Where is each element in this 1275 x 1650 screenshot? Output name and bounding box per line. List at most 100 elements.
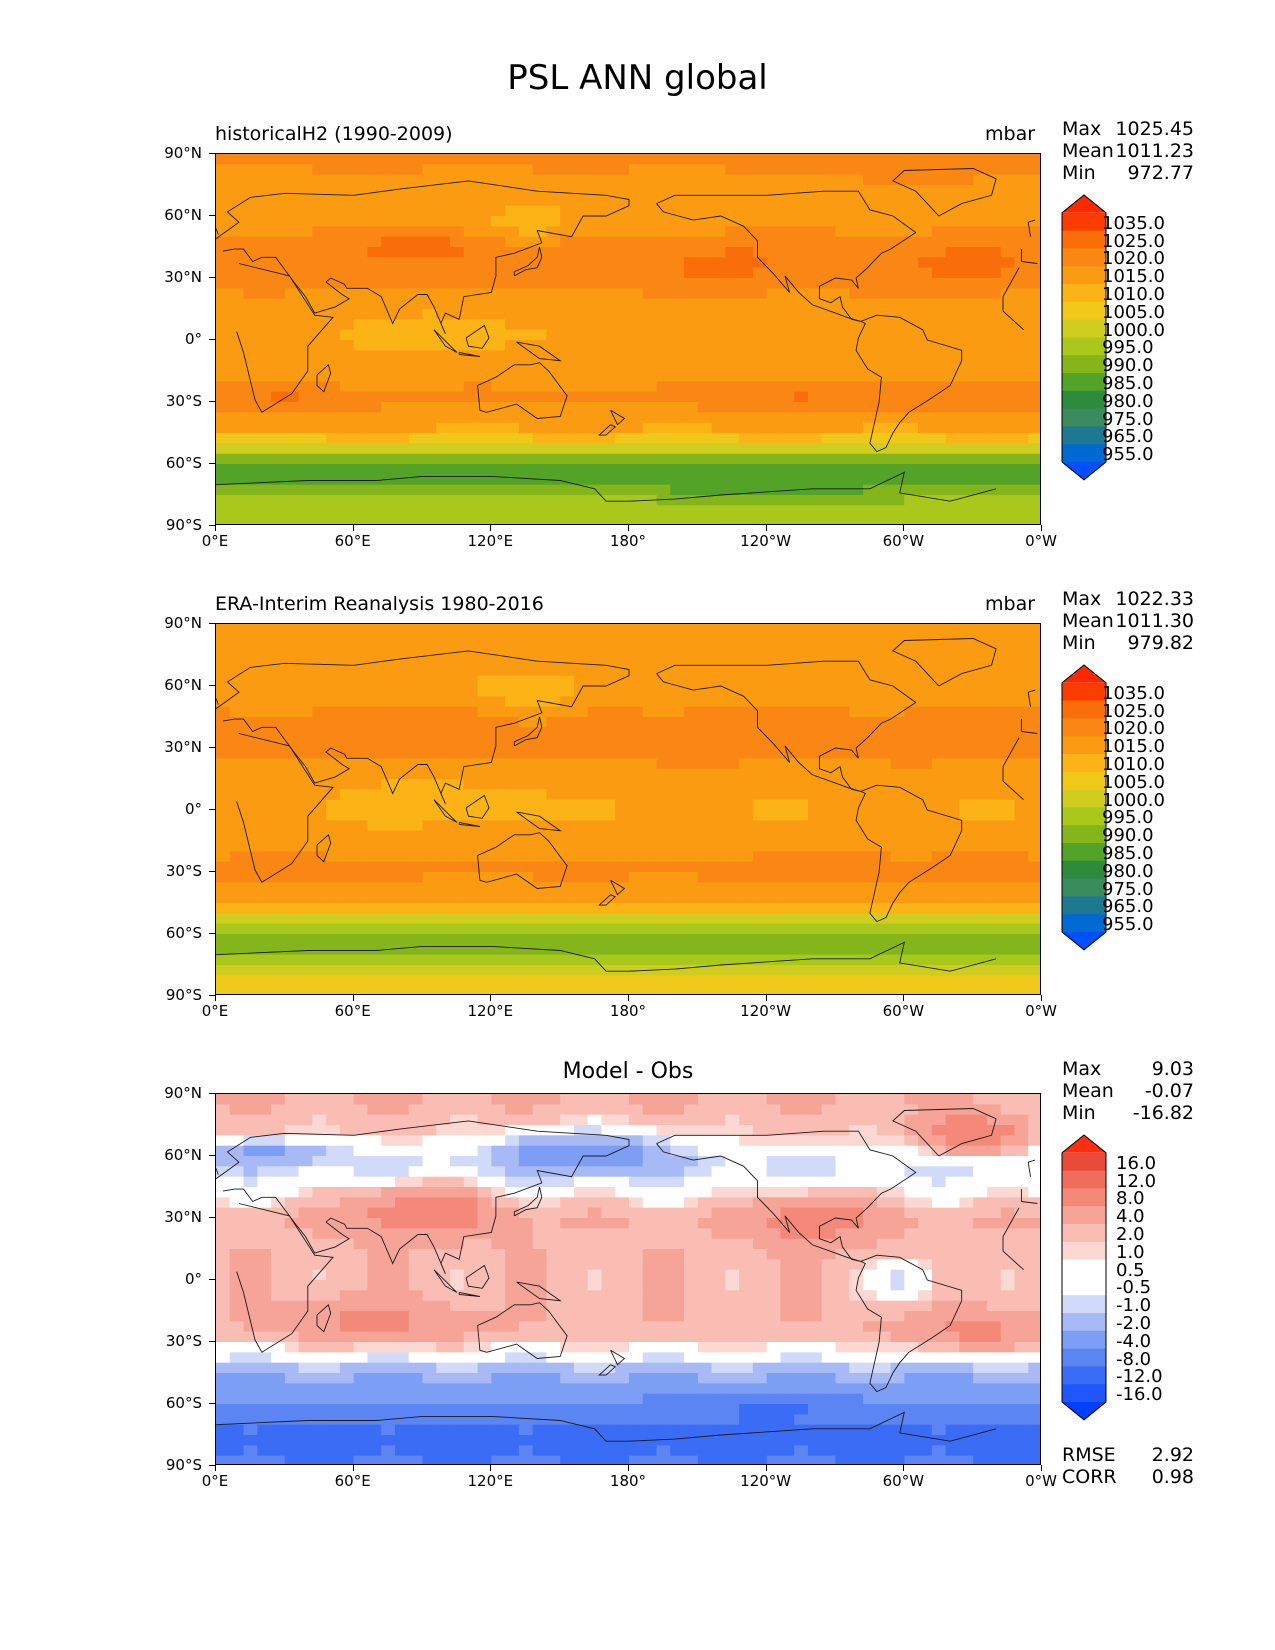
stat-mean-label: Mean bbox=[1062, 140, 1114, 162]
field-cell bbox=[821, 954, 837, 966]
field-cell bbox=[711, 453, 726, 465]
field-cell bbox=[780, 464, 795, 475]
colorbar-segment bbox=[1062, 914, 1106, 933]
field-cell bbox=[326, 185, 341, 196]
field-cell bbox=[229, 1156, 245, 1167]
field-cell bbox=[463, 923, 479, 935]
field-cell bbox=[271, 350, 286, 362]
field-cell bbox=[1028, 624, 1040, 635]
field-cell bbox=[711, 371, 726, 382]
field-cell bbox=[532, 515, 547, 524]
field-cell bbox=[849, 1135, 864, 1147]
field-cell bbox=[739, 913, 754, 925]
field-cell bbox=[684, 737, 699, 749]
colorbar-label: 1000.0 bbox=[1102, 789, 1165, 811]
field-cell bbox=[849, 433, 864, 444]
field-cell bbox=[739, 412, 754, 424]
field-cell bbox=[326, 748, 341, 759]
field-cell bbox=[986, 768, 1002, 780]
coastline bbox=[610, 879, 626, 896]
field-cell bbox=[229, 1104, 245, 1116]
field-cell bbox=[216, 216, 231, 227]
field-cell bbox=[450, 1125, 465, 1136]
field-cell bbox=[573, 1145, 589, 1157]
field-cell bbox=[863, 913, 878, 925]
field-cell bbox=[863, 882, 878, 894]
field-cell bbox=[463, 360, 479, 372]
field-cell bbox=[367, 913, 382, 925]
field-cell bbox=[573, 1156, 589, 1167]
field-cell bbox=[573, 298, 589, 310]
field-cell bbox=[918, 247, 933, 258]
field-cell bbox=[312, 195, 327, 207]
field-cell bbox=[546, 727, 561, 739]
field-cell bbox=[959, 1145, 974, 1157]
field-cell bbox=[422, 717, 437, 728]
field-cell bbox=[642, 402, 658, 413]
field-cell bbox=[312, 634, 327, 646]
field-cell bbox=[463, 505, 479, 517]
field-cell bbox=[918, 810, 933, 821]
field-cell bbox=[794, 443, 809, 455]
field-cell bbox=[298, 892, 313, 904]
field-cell bbox=[573, 360, 589, 372]
field-cell bbox=[408, 748, 424, 759]
field-cell bbox=[491, 841, 506, 852]
field-cell bbox=[408, 1156, 424, 1167]
x-tick-label: 180° bbox=[609, 532, 647, 550]
field-cell bbox=[216, 1166, 231, 1178]
field-cell bbox=[491, 433, 506, 444]
field-cell bbox=[684, 799, 699, 811]
field-cell bbox=[835, 841, 850, 852]
field-cell bbox=[684, 934, 699, 945]
field-cell bbox=[477, 727, 492, 739]
field-cell bbox=[587, 329, 603, 341]
field-cell bbox=[711, 226, 726, 238]
field-cell bbox=[615, 174, 630, 186]
field-cell bbox=[684, 453, 699, 465]
field-cell bbox=[794, 464, 809, 475]
field-cell bbox=[670, 1094, 685, 1105]
field-cell bbox=[284, 830, 300, 842]
field-cell bbox=[780, 1145, 795, 1157]
field-cell bbox=[876, 1135, 892, 1147]
field-cell bbox=[945, 665, 960, 677]
field-cell bbox=[1014, 686, 1029, 697]
field-cell bbox=[615, 360, 630, 372]
field-cell bbox=[656, 236, 671, 248]
field-cell bbox=[587, 340, 603, 351]
field-cell bbox=[684, 655, 699, 666]
field-cell bbox=[973, 464, 988, 475]
field-cell bbox=[560, 1166, 575, 1178]
field-cell bbox=[959, 944, 974, 956]
field-cell bbox=[257, 975, 272, 987]
field-cell bbox=[835, 309, 850, 320]
field-cell bbox=[794, 1145, 809, 1157]
field-cell bbox=[477, 443, 492, 455]
field-cell bbox=[505, 820, 520, 832]
field-cell bbox=[684, 882, 699, 894]
field-cell bbox=[629, 453, 644, 465]
field-cell bbox=[573, 768, 589, 780]
field-cell bbox=[670, 216, 685, 227]
field-cell bbox=[518, 247, 534, 258]
field-cell bbox=[284, 247, 300, 258]
field-cell bbox=[807, 288, 823, 300]
field-cell bbox=[394, 717, 410, 728]
field-cell bbox=[945, 675, 960, 687]
field-cell bbox=[477, 913, 492, 925]
field-cell bbox=[711, 515, 726, 524]
field-cell bbox=[697, 319, 713, 331]
field-cell bbox=[986, 1094, 1002, 1105]
field-cell bbox=[752, 247, 768, 258]
field-cell bbox=[642, 360, 658, 372]
field-cell bbox=[546, 737, 561, 749]
field-cell bbox=[807, 851, 823, 863]
field-cell bbox=[408, 789, 424, 801]
field-cell bbox=[271, 686, 286, 697]
field-cell bbox=[725, 624, 740, 635]
field-cell bbox=[573, 903, 589, 914]
field-cell bbox=[1000, 644, 1016, 656]
field-cell bbox=[656, 288, 671, 300]
field-cell bbox=[532, 624, 547, 635]
